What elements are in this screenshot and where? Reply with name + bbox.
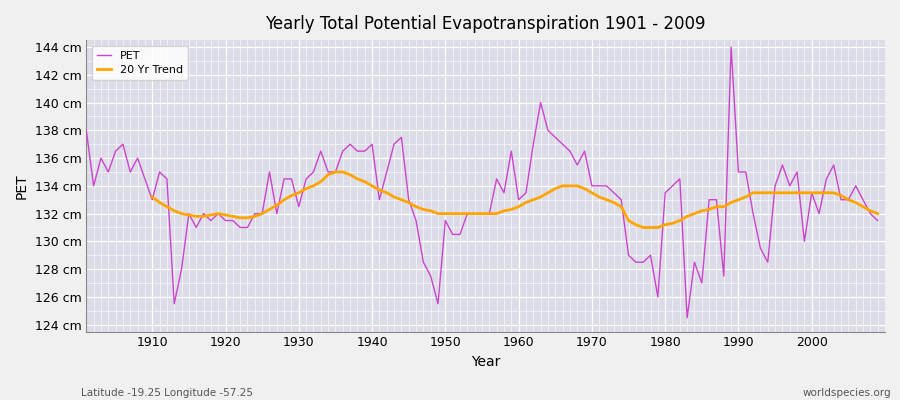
Text: Latitude -19.25 Longitude -57.25: Latitude -19.25 Longitude -57.25 <box>81 388 253 398</box>
Legend: PET, 20 Yr Trend: PET, 20 Yr Trend <box>92 46 188 80</box>
20 Yr Trend <box>330 170 341 174</box>
PET <box>513 197 524 202</box>
20 Yr Trend <box>528 197 539 202</box>
PET <box>872 218 883 223</box>
20 Yr Trend <box>286 193 297 198</box>
20 Yr Trend <box>147 194 158 199</box>
20 Yr Trend <box>828 190 839 195</box>
20 Yr Trend <box>315 179 326 184</box>
PET <box>301 176 311 181</box>
PET <box>682 315 693 320</box>
20 Yr Trend <box>638 225 649 230</box>
Title: Yearly Total Potential Evapotranspiration 1901 - 2009: Yearly Total Potential Evapotranspiratio… <box>266 15 706 33</box>
Line: PET: PET <box>86 47 878 318</box>
Text: worldspecies.org: worldspecies.org <box>803 388 891 398</box>
20 Yr Trend <box>872 211 883 216</box>
PET <box>725 45 736 50</box>
20 Yr Trend <box>587 190 598 195</box>
20 Yr Trend <box>850 200 861 205</box>
PET <box>506 149 517 154</box>
PET <box>81 128 92 133</box>
PET <box>601 184 612 188</box>
X-axis label: Year: Year <box>471 355 500 369</box>
Y-axis label: PET: PET <box>15 173 29 199</box>
PET <box>140 176 150 181</box>
Line: 20 Yr Trend: 20 Yr Trend <box>152 172 878 228</box>
PET <box>345 142 356 147</box>
